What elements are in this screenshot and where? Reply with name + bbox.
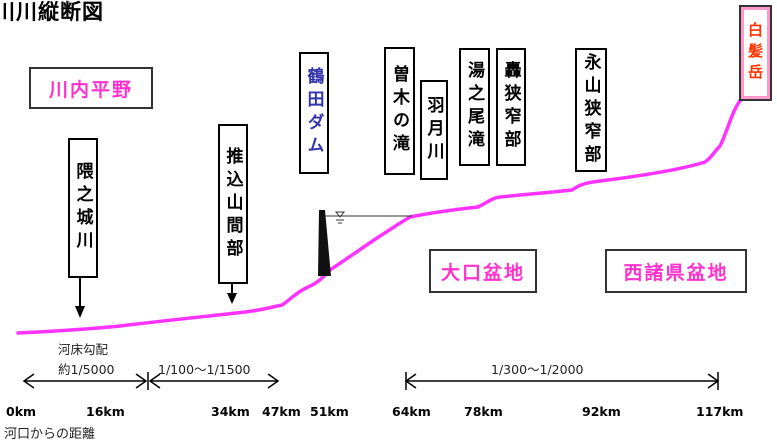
region-sendai-plain: 川内平野 xyxy=(29,67,153,109)
distance-tick: 16km xyxy=(86,404,125,419)
region-okuchi-basin: 大口盆地 xyxy=(429,249,537,293)
feature-tsuruda-dam: 鶴田ダム xyxy=(299,52,329,174)
distance-tick: 64km xyxy=(392,404,431,419)
riverbed-profile-line xyxy=(16,96,744,335)
arrow-left-head xyxy=(22,373,35,389)
diagram-title: 川川縦断図 xyxy=(0,0,104,24)
distance-tick: 0km xyxy=(6,404,37,419)
distance-tick: 47km xyxy=(262,404,301,419)
dam-shape xyxy=(318,210,331,276)
arrow-right-head xyxy=(135,373,148,389)
distance-tick: 117km xyxy=(696,404,744,419)
feature-sogi-falls: 曽木の滝 xyxy=(384,47,415,175)
feature-kumanojogawa: 隈之城川 xyxy=(68,138,98,278)
distance-tick: 51km xyxy=(310,404,349,419)
distance-tick: 34km xyxy=(211,404,250,419)
distance-tick: 78km xyxy=(464,404,503,419)
gradient-value-lower: 約1/5000 xyxy=(58,362,115,377)
feature-oshikomi: 推込山間部 xyxy=(218,124,248,284)
region-nishimorokata-basin: 西諸県盆地 xyxy=(605,249,747,293)
gradient-value-upper: 1/300～1/2000 xyxy=(491,362,584,377)
water-level-marker xyxy=(334,211,346,218)
feature-yunoo-falls: 湯之尾滝 xyxy=(459,48,490,166)
oshikomi-arrowhead xyxy=(227,293,237,304)
feature-hazuki: 羽月川 xyxy=(420,80,448,180)
kumanojogawa-arrowhead xyxy=(75,306,85,318)
arrow-right-head xyxy=(267,373,280,389)
feature-shiragatake: 白髪岳 xyxy=(739,5,772,101)
distance-tick: 92km xyxy=(582,404,621,419)
distance-caption: 河口からの距離 xyxy=(4,427,96,442)
arrow-left-head xyxy=(148,373,161,389)
gradient-label: 河床勾配 xyxy=(58,342,109,357)
feature-nagayama: 永山狭窄部 xyxy=(575,48,607,172)
feature-todoroki: 轟狭窄部 xyxy=(496,48,526,166)
gradient-value-mid: 1/100～1/1500 xyxy=(158,362,251,377)
